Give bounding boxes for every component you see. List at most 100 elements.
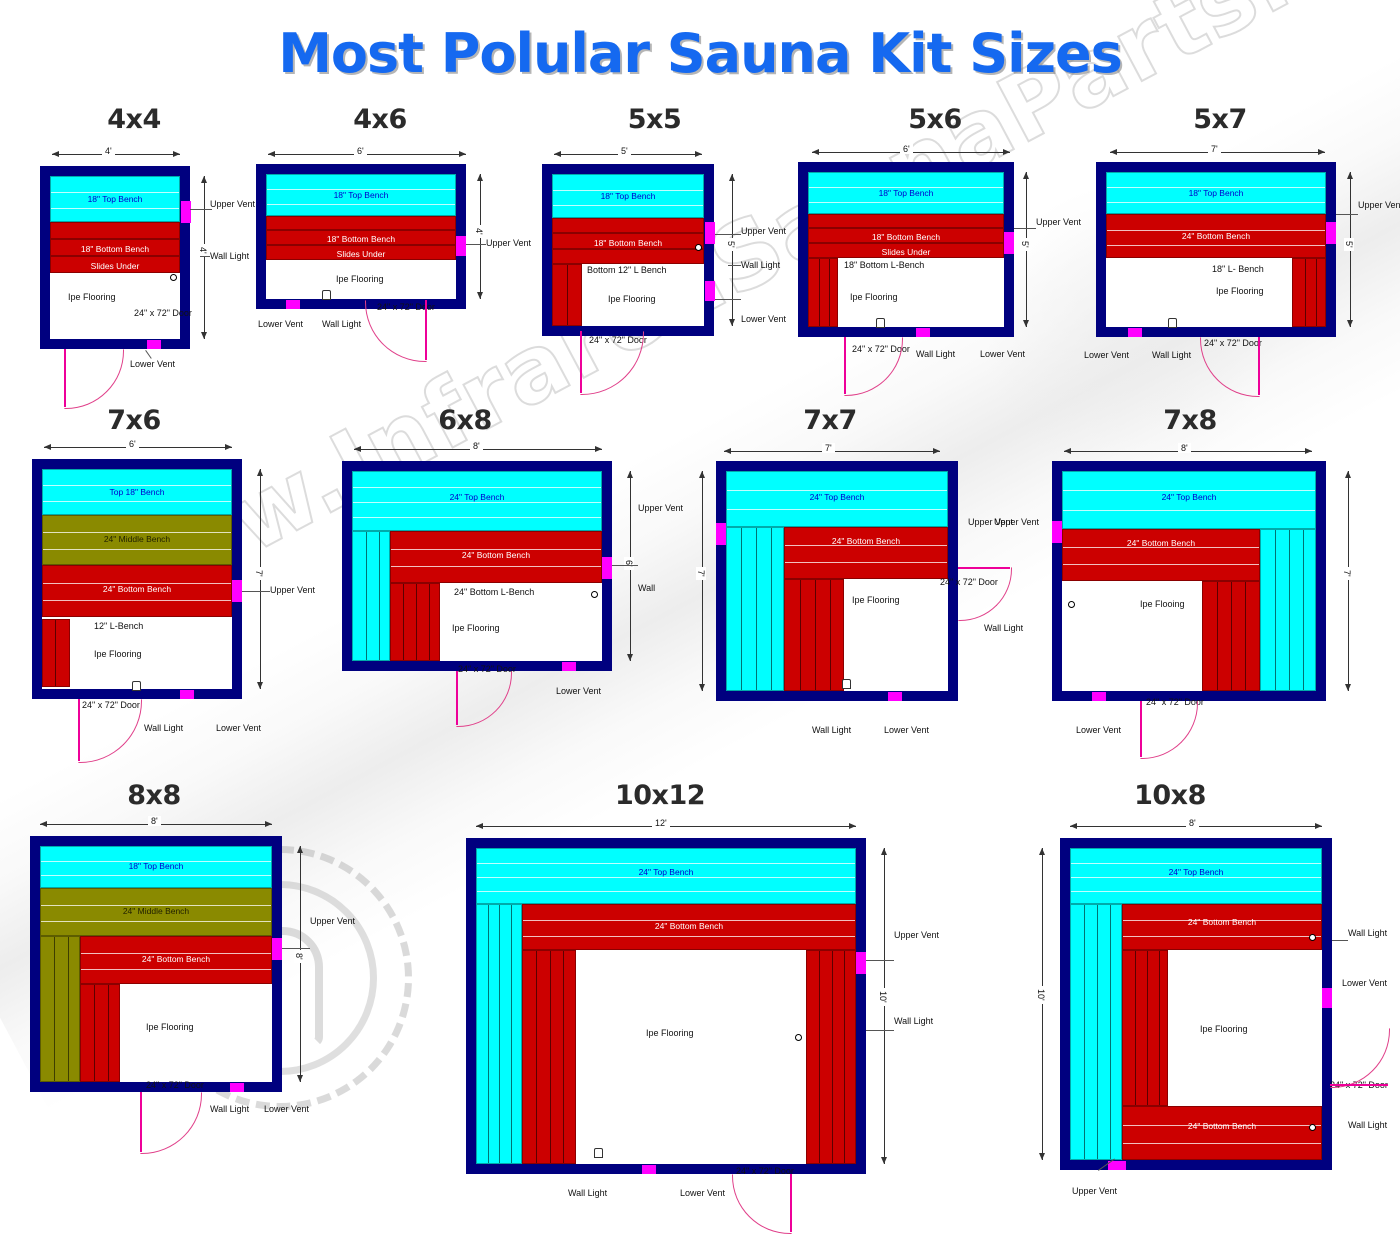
bench-label-slides-4x6: Slides Under: [336, 249, 386, 259]
ann-upper-vent-5x7: Upper Vent: [1358, 200, 1400, 210]
bench-bottom-5x5: 18" Bottom Bench: [552, 233, 704, 249]
wall-light-icon-a-10x8: [1309, 934, 1316, 941]
plan-5x7[interactable]: 5x7 7' 18" Top Bench 24" Bottom Bench 18…: [1080, 104, 1400, 397]
bench-top-10x12: 24" Top Bench: [476, 848, 856, 904]
plan-6x8[interactable]: 6x8 8' 24" Top Bench 24" Bottom Bench: [330, 405, 683, 735]
dim-depth-text-8x8: 8': [294, 950, 304, 963]
bench-label-bottom-4x4: 18" Bottom Bench: [80, 244, 150, 254]
room-floor-5x7: 18" Top Bench 24" Bottom Bench 18" L- Be…: [1106, 172, 1326, 327]
wall-light-icon-4x4: [170, 274, 177, 281]
bench-bottom-7x6: 24" Bottom Bench: [42, 565, 232, 617]
wall-light-icon-5x7: [1168, 318, 1177, 328]
plan-7x6[interactable]: 7x6 6' Top 18" Bench 24" Middle Bench 24…: [14, 405, 315, 763]
lower-vent-4x6: [286, 300, 300, 309]
bench-top-4x4: 18" Top Bench: [50, 176, 180, 222]
wall-light-icon-5x5: [695, 244, 702, 251]
plan-5x6[interactable]: 5x6 6' 18" Top Bench 18" Bottom Bench Sl…: [790, 104, 1081, 396]
ann-wall-light-a-10x8: Wall Light: [1348, 928, 1388, 938]
door-swing-arc-7x8: [1140, 701, 1198, 759]
ann-l-bench-5x7: 18" L- Bench: [1212, 264, 1264, 274]
bench-bottom-8x8: 24" Bottom Bench: [80, 936, 272, 984]
wall-light-icon-7x6: [132, 681, 141, 691]
lower-vent-5x5: [705, 281, 715, 301]
ann-wall-light-7x6: Wall Light: [144, 723, 184, 733]
dim-width-text-5x5: 5': [618, 146, 631, 156]
ann-lower-vent-5x6: Lower Vent: [980, 349, 1026, 359]
plan-title-10x8: 10x8: [1134, 780, 1206, 811]
upper-vent-4x4: [181, 201, 191, 223]
bench-bottom-b-5x5: [552, 249, 704, 264]
lower-vent-5x6: [916, 328, 930, 337]
dim-width-text-8x8: 8': [148, 816, 161, 826]
bench-bottom-l-7x7: [784, 579, 844, 691]
bench-label-bottom-7x8: 24" Bottom Bench: [1126, 538, 1196, 548]
dim-depth-text-5x6: 5': [1020, 238, 1030, 251]
dim-width-text-7x8: 8': [1178, 443, 1191, 453]
plan-7x7[interactable]: 7x7 7' 24" Top Bench 24" Bottom Bench: [690, 405, 1030, 755]
upper-vent-4x6: [456, 236, 466, 256]
plan-5x5[interactable]: 5x5 5' 18" Top Bench 18" Bottom Bench Bo…: [522, 104, 787, 395]
lower-vent-7x7: [888, 692, 902, 701]
room-floor-7x8: 24" Top Bench 24" Bottom Bench Ipe Flooi…: [1062, 471, 1316, 691]
bench-top-l-7x7: [726, 527, 784, 691]
ann-lower-vent-7x6: Lower Vent: [216, 723, 262, 733]
floor-label-7x8: Ipe Flooing: [1140, 599, 1185, 609]
dim-depth-text-7x7: 7': [696, 567, 706, 580]
door-swing-arc-5x7: [1200, 337, 1260, 397]
door-swing-arc-6x8: [456, 671, 512, 727]
bench-bottom-a-4x4: [50, 222, 180, 239]
bench-top-6x8: 24" Top Bench: [352, 471, 602, 531]
floor-label-10x8: Ipe Flooring: [1200, 1024, 1248, 1034]
bench-bottom-7x7: 24" Bottom Bench: [784, 527, 948, 579]
page-title: Most Polular Sauna Kit Sizes: [278, 22, 1123, 85]
bench-label-bottom-7x7: 24" Bottom Bench: [831, 536, 901, 546]
ann-l-bench-5x5: Bottom 12" L Bench: [587, 265, 667, 275]
bench-top-7x6: Top 18" Bench: [42, 469, 232, 515]
bench-label-bottom-4x6: 18" Bottom Bench: [326, 234, 396, 244]
bench-label-bottom-lower-10x8: 24" Bottom Bench: [1187, 1121, 1257, 1131]
wall-light-icon-b-10x8: [1309, 1124, 1316, 1131]
plan-10x8[interactable]: 10x8 8' 24" Top Bench 24" Bottom Bench: [1000, 780, 1400, 1220]
ann-wall-light-4x6: Wall Light: [322, 319, 362, 329]
floor-label-7x7: Ipe Flooring: [852, 595, 900, 605]
upper-vent-8x8: [272, 938, 282, 960]
plan-8x8[interactable]: 8x8 8' 18" Top Bench 24" Middle Bench: [14, 780, 355, 1154]
plan-title-5x7: 5x7: [1193, 104, 1247, 135]
plan-4x6[interactable]: 4x6 6' 18" Top Bench 18" Bottom Bench Sl…: [250, 104, 531, 374]
dim-width-text-6x8: 8': [470, 441, 483, 451]
door-swing-arc-4x6: [365, 300, 427, 362]
lower-vent-10x8: [1322, 988, 1332, 1008]
bench-label-top-5x6: 18" Top Bench: [878, 188, 934, 198]
bench-label-top-7x6: Top 18" Bench: [109, 487, 165, 497]
door-swing-arc-4x4: [64, 349, 124, 409]
bench-label-slides-5x6: Slides Under: [881, 247, 931, 257]
lower-vent-5x7: [1128, 328, 1142, 337]
door-swing-arc-7x7: [958, 567, 1012, 621]
dim-width-text-4x6: 6': [354, 146, 367, 156]
bench-bottom-a-5x6: [808, 214, 1004, 228]
upper-vent-7x8: [1052, 521, 1062, 543]
ann-lower-vent-10x8: Lower Vent: [1342, 978, 1388, 988]
ann-wall-light-7x7: Wall Light: [984, 623, 1024, 633]
plan-4x4[interactable]: 4x4 4' 18" Top Bench 18" Bottom Bench Sl…: [14, 104, 255, 409]
bench-top-l-6x8: [352, 531, 390, 661]
plan-title-4x4: 4x4: [107, 104, 161, 135]
bench-l-7x6: [42, 619, 70, 687]
bench-slides-under-4x6: Slides Under: [266, 245, 456, 260]
ann-wall-light-8x8: Wall Light: [210, 1104, 250, 1114]
ann-lower-vent-7x8: Lower Vent: [1076, 725, 1122, 735]
bench-label-top-7x8: 24" Top Bench: [1161, 492, 1217, 502]
dim-width-text-7x6: 6': [126, 439, 139, 449]
bench-middle-7x6: 24" Middle Bench: [42, 515, 232, 565]
door-swing-arc-10x12: [732, 1174, 792, 1234]
ann-lower-vent-4x6: Lower Vent: [258, 319, 304, 329]
dim-width-text-5x7: 7': [1208, 144, 1221, 154]
bench-bottom-6x8: 24" Bottom Bench: [390, 531, 602, 583]
floor-label-4x4: Ipe Flooring: [68, 292, 116, 302]
ann-lower-vent-8x8: Lower Vent: [264, 1104, 310, 1114]
dim-depth-text-4x6: 4': [474, 225, 484, 238]
plan-10x12[interactable]: 10x12 12' 24" Top Bench 24" Bottom Bench: [450, 780, 939, 1240]
plan-7x8[interactable]: 7x8 8' 24" Top Bench 24" Bottom Bench: [994, 405, 1400, 759]
lower-vent-7x6: [180, 690, 194, 699]
